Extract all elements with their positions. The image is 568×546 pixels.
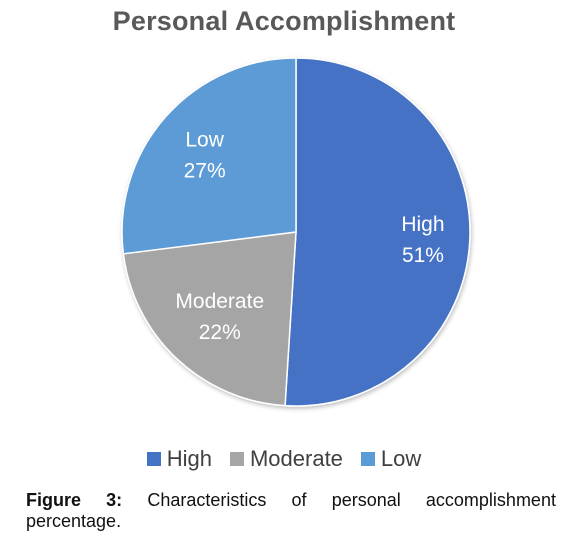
slice-category-label: Moderate xyxy=(175,290,264,313)
legend-swatch xyxy=(146,452,161,466)
slice-value-label: 27% xyxy=(184,159,226,182)
pie-slice-moderate xyxy=(122,231,297,407)
caption-word: accomplishment xyxy=(425,490,556,510)
legend-item-low: Low xyxy=(360,446,422,472)
chart-title: Personal Accomplishment xyxy=(112,6,456,36)
caption-word: Characteristics xyxy=(147,490,267,510)
caption-word: of xyxy=(291,490,307,510)
legend: High Moderate Low xyxy=(0,446,568,472)
slice-category-label: High xyxy=(401,213,444,236)
pie-slice-low xyxy=(121,57,297,255)
caption-line-2: percentage. xyxy=(26,511,122,531)
pie-slice-high xyxy=(284,57,471,407)
legend-label: High xyxy=(166,446,212,471)
legend-swatch xyxy=(229,452,244,466)
legend-item-high: High xyxy=(146,446,212,472)
caption-label-number: 3: xyxy=(106,490,123,510)
caption-label: Figure xyxy=(26,490,82,510)
legend-item-moderate: Moderate xyxy=(229,446,343,472)
legend-label: Moderate xyxy=(249,446,343,471)
slice-category-label: Low xyxy=(185,128,224,151)
legend-label: Low xyxy=(380,446,422,471)
caption-line-1: Figure 3: Characteristics of personal ac… xyxy=(26,490,556,511)
legend-swatch xyxy=(360,452,375,466)
slice-value-label: 51% xyxy=(402,244,444,267)
slice-value-label: 22% xyxy=(199,321,241,344)
figure-caption: Figure 3: Characteristics of personal ac… xyxy=(26,490,556,532)
caption-word: personal xyxy=(331,490,401,510)
